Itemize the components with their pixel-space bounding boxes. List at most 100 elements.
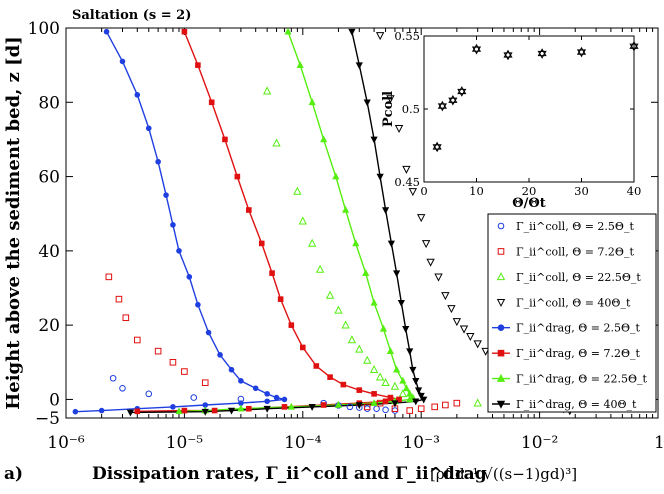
data-point-circle — [382, 406, 389, 414]
panel-label: a) — [4, 464, 23, 484]
data-point-triangle-up — [347, 335, 357, 344]
data-point-hexagram — [471, 43, 482, 55]
data-point-triangle-up — [362, 269, 370, 276]
data-point-triangle-up — [334, 305, 343, 314]
hexagram-triangle-a — [503, 49, 513, 58]
data-point-square — [154, 347, 162, 355]
data-point-square — [497, 349, 505, 357]
data-point-square — [277, 296, 284, 302]
hexagram-triangle-b — [437, 103, 447, 112]
data-point-triangle-up — [496, 272, 506, 281]
data-point-triangle-down — [394, 124, 404, 134]
data-point-square — [246, 405, 252, 412]
y-axis-label: Height above the sediment bed, z [d] — [3, 36, 24, 410]
data-point-square — [453, 399, 461, 407]
main-markers — [72, 27, 575, 417]
data-point-square — [115, 295, 123, 303]
legend-label: Γ_ii^coll, Θ = 40Θ_t — [516, 296, 631, 309]
legend-label: Γ_ii^coll, Θ = 2.5Θ_t — [516, 220, 634, 233]
data-point-triangle-down — [391, 400, 399, 408]
data-point-circle — [238, 378, 244, 384]
data-point-circle — [170, 222, 176, 228]
data-point-triangle-down — [447, 305, 456, 314]
inset-x-tick-label: 30 — [574, 184, 589, 198]
data-point-circle — [264, 391, 270, 397]
x-tick-label: 10⁻¹ — [654, 433, 664, 453]
data-point-triangle-up — [370, 298, 378, 306]
data-point-triangle-up — [325, 290, 335, 299]
hexagram-triangle-b — [576, 49, 587, 58]
data-point-circle — [186, 274, 193, 280]
data-point-circle — [264, 398, 270, 405]
data-point-square — [371, 391, 377, 397]
data-point-square — [134, 408, 141, 415]
data-point-triangle-up — [381, 377, 390, 387]
data-point-triangle-up — [369, 364, 379, 374]
y-tick-label: 0 — [49, 390, 60, 410]
data-point-triangle-down — [452, 318, 462, 327]
data-point-triangle-down — [363, 99, 371, 107]
main-curves — [75, 31, 425, 414]
hexagram-triangle-b — [629, 43, 639, 52]
data-point-triangle-down — [412, 398, 420, 406]
inset-y-tick-label: 0.45 — [394, 175, 420, 189]
data-point-triangle-down — [473, 340, 482, 349]
data-point-triangle-down — [126, 409, 135, 417]
hexagram-triangle-b — [457, 88, 467, 97]
data-point-square — [340, 381, 347, 388]
inset-y-tick-label: 0.55 — [394, 29, 420, 43]
inset-y-label: Pcoll — [381, 91, 396, 127]
x-axis-label: Dissipation rates, Γ_ii^coll and Γ_ii^dr… — [92, 464, 487, 484]
data-point-square — [169, 358, 177, 366]
x-axis-units: [ρf d⁻¹ √((s−1)gd)³] — [430, 465, 577, 483]
data-point-circle — [176, 248, 182, 254]
data-point-triangle-down — [387, 240, 395, 248]
data-point-square — [222, 136, 228, 143]
data-point-square — [181, 28, 188, 35]
data-point-square — [258, 240, 265, 247]
data-point-square — [281, 404, 288, 410]
data-point-circle — [134, 92, 141, 98]
data-point-triangle-down — [397, 300, 405, 307]
data-point-triangle-down — [421, 240, 431, 249]
data-point-triangle-up — [293, 186, 302, 195]
x-tick-label: 10⁻² — [521, 433, 558, 453]
data-point-square — [382, 398, 389, 405]
data-point-circle — [195, 301, 201, 308]
inset-y-tick-label: 0.5 — [402, 102, 420, 116]
data-point-triangle-up — [262, 86, 272, 95]
data-point-triangle-down — [481, 347, 490, 356]
data-point-triangle-up — [402, 384, 410, 392]
data-point-hexagram — [576, 46, 587, 58]
data-point-circle — [252, 385, 259, 392]
data-point-square — [211, 407, 218, 414]
data-point-triangle-up — [390, 381, 400, 390]
data-point-triangle-down — [412, 378, 420, 385]
hexagram-triangle-a — [537, 48, 547, 57]
data-point-circle — [497, 222, 505, 230]
inset-x-tick-label: 40 — [627, 184, 642, 198]
data-point-circle — [145, 125, 152, 132]
data-point-square — [133, 336, 141, 344]
data-point-circle — [217, 352, 223, 358]
data-point-hexagram — [503, 49, 513, 61]
inset-markers — [432, 40, 639, 153]
data-point-triangle-up — [308, 98, 316, 106]
data-point-triangle-up — [332, 172, 340, 180]
hexagram-triangle-a — [471, 43, 482, 52]
data-point-square — [246, 207, 252, 213]
data-point-triangle-down — [420, 396, 428, 404]
data-point-triangle-up — [341, 320, 350, 329]
data-point-triangle-up — [342, 205, 350, 213]
data-point-circle — [119, 384, 126, 392]
data-point-square — [497, 248, 505, 255]
data-point-square — [396, 396, 402, 403]
data-point-triangle-up — [496, 373, 506, 382]
series-line — [130, 31, 425, 414]
legend-label: Γ_ii^coll, Θ = 22.5Θ_t — [516, 271, 641, 284]
hexagram-triangle-a — [576, 46, 587, 55]
data-point-square — [195, 62, 201, 68]
data-point-triangle-down — [417, 392, 425, 400]
data-point-triangle-up — [287, 402, 295, 410]
